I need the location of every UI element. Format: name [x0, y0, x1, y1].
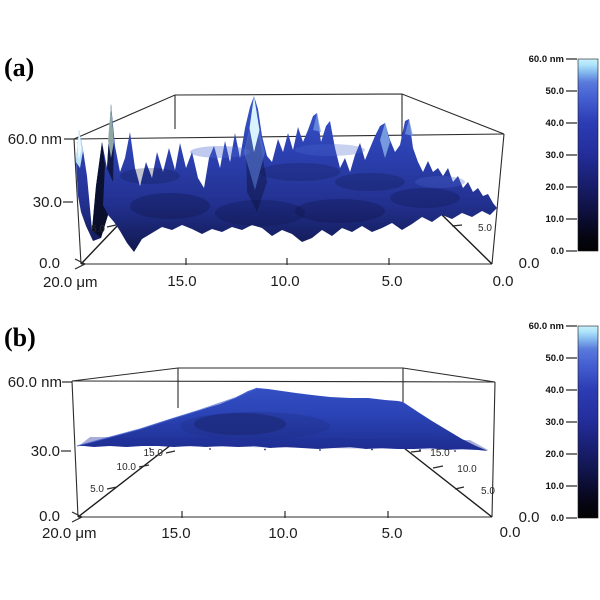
panel-a-labels: (a) 60.0 nm 30.0 0.0 20.0 μm 15.0 10.0 5… — [4, 53, 539, 291]
a-highlight-small — [313, 113, 321, 132]
b-yright-15: 15.0 — [430, 448, 450, 459]
b-yright-10: 10.0 — [457, 464, 477, 475]
a-dark-blob — [215, 200, 305, 226]
b-x-15: 15.0 — [161, 525, 190, 542]
panel-b-surface — [76, 387, 488, 452]
b-box-top — [71, 367, 496, 383]
b-x-origin: 20.0 μm — [42, 525, 97, 542]
b-right-z-0: 0.0 — [519, 509, 540, 526]
b-cb-label-30: 30.0 — [546, 417, 565, 428]
b-60nm-line — [71, 380, 496, 383]
b-y-axis-left-diagonal — [77, 440, 177, 518]
a-x-15: 15.0 — [167, 273, 196, 290]
a-highlight-peak-left-core — [77, 131, 82, 160]
a-shadow-crevice — [92, 142, 108, 238]
panel-a: 60.0 nm 50.0 40.0 30.0 20.0 10.0 0.0 (a)… — [4, 53, 599, 291]
panel-b-ticks — [61, 381, 465, 523]
a-cb-label-40: 40.0 — [546, 118, 565, 129]
a-x-origin: 20.0 μm — [43, 274, 98, 291]
a-z-60nm: 60.0 nm — [8, 131, 62, 148]
a-y-axis-right-diagonal — [435, 208, 493, 265]
a-z-axis-line — [73, 138, 82, 265]
b-depression — [194, 413, 286, 435]
b-x-10: 10.0 — [268, 525, 297, 542]
a-box-top — [73, 93, 505, 140]
panel-b-labels: (b) 60.0 nm 30.0 0.0 20.0 μm 15.0 10.0 5… — [4, 323, 539, 542]
panel-b-box-frame — [71, 367, 496, 518]
a-cb-label-10: 10.0 — [546, 214, 565, 225]
b-cb-label-40: 40.0 — [546, 385, 565, 396]
a-z-30: 30.0 — [33, 194, 62, 211]
b-yleft-10: 10.0 — [117, 462, 137, 473]
a-dark-blob — [335, 173, 405, 191]
b-front-edge-shade — [80, 437, 488, 450]
a-cb-label-0: 0.0 — [551, 246, 564, 257]
b-surface-silhouette — [77, 388, 488, 451]
a-colorbar-ticks — [566, 58, 577, 252]
b-cb-label-10: 10.0 — [546, 481, 565, 492]
b-z-0: 0.0 — [39, 508, 60, 525]
b-origin-arrow — [71, 511, 84, 523]
a-yleft-5: 5.0 — [91, 224, 105, 235]
b-x-5: 5.0 — [382, 525, 403, 542]
b-cb-label-0: 0.0 — [551, 513, 564, 524]
b-yright-5: 5.0 — [481, 486, 495, 497]
a-dark-blob — [295, 199, 385, 223]
a-colorbar-gradient — [577, 58, 599, 252]
a-yright-5: 5.0 — [478, 223, 492, 234]
panel-a-surface — [76, 96, 497, 252]
b-yleft-5: 5.0 — [90, 484, 104, 495]
a-highlight-small — [405, 119, 413, 136]
a-cb-label-50: 50.0 — [546, 86, 565, 97]
b-z-60nm: 60.0 nm — [8, 374, 62, 391]
b-cb-label-50: 50.0 — [546, 353, 565, 364]
a-highlight-peak-right — [380, 123, 390, 158]
a-cb-label-30: 30.0 — [546, 150, 565, 161]
a-highlight-spike-green — [108, 104, 114, 158]
a-right-z-0: 0.0 — [519, 255, 540, 272]
b-colorbar-gradient — [577, 325, 599, 519]
panel-b-colorbar: 60.0 nm 50.0 40.0 30.0 20.0 10.0 0.0 — [529, 321, 599, 524]
b-top-edge-highlight — [76, 387, 258, 447]
panel-b-tag: (b) — [4, 323, 36, 352]
a-dark-blob — [130, 193, 210, 219]
panel-a-tag: (a) — [4, 53, 34, 82]
a-x-10: 10.0 — [270, 273, 299, 290]
a-x-5: 5.0 — [382, 273, 403, 290]
b-right-edge — [491, 381, 496, 518]
b-z-axis-line — [71, 380, 79, 518]
b-z-30: 30.0 — [31, 443, 60, 460]
b-y-axis-right-diagonal — [403, 447, 493, 518]
a-light-streak — [190, 146, 250, 158]
a-x-end-0: 0.0 — [493, 273, 514, 290]
b-edge-speckles — [149, 447, 456, 452]
a-origin-arrow — [74, 258, 87, 270]
a-z-0: 0.0 — [39, 255, 60, 272]
a-light-streak — [295, 144, 365, 156]
panel-a-colorbar: 60.0 nm 50.0 40.0 30.0 20.0 10.0 0.0 — [529, 54, 599, 257]
b-yleft-15: 15.0 — [144, 448, 164, 459]
a-dark-blob — [120, 168, 180, 184]
b-cb-label-60: 60.0 nm — [529, 321, 564, 332]
a-right-edge — [491, 133, 505, 265]
a-dark-blob — [390, 188, 460, 208]
a-dark-blob — [260, 163, 340, 181]
a-surface-silhouette — [76, 96, 497, 252]
a-cb-label-20: 20.0 — [546, 182, 565, 193]
a-cb-label-60: 60.0 nm — [529, 54, 564, 65]
b-colorbar-ticks — [566, 325, 577, 519]
panel-a-ticks — [63, 138, 463, 270]
b-cb-label-20: 20.0 — [546, 449, 565, 460]
a-light-streak — [415, 176, 465, 188]
panel-b: 60.0 nm 50.0 40.0 30.0 20.0 10.0 0.0 (b)… — [4, 321, 599, 542]
panel-a-box-frame — [73, 93, 505, 265]
a-highlight-center-tip — [249, 96, 260, 152]
b-x-end-0: 0.0 — [500, 524, 521, 541]
